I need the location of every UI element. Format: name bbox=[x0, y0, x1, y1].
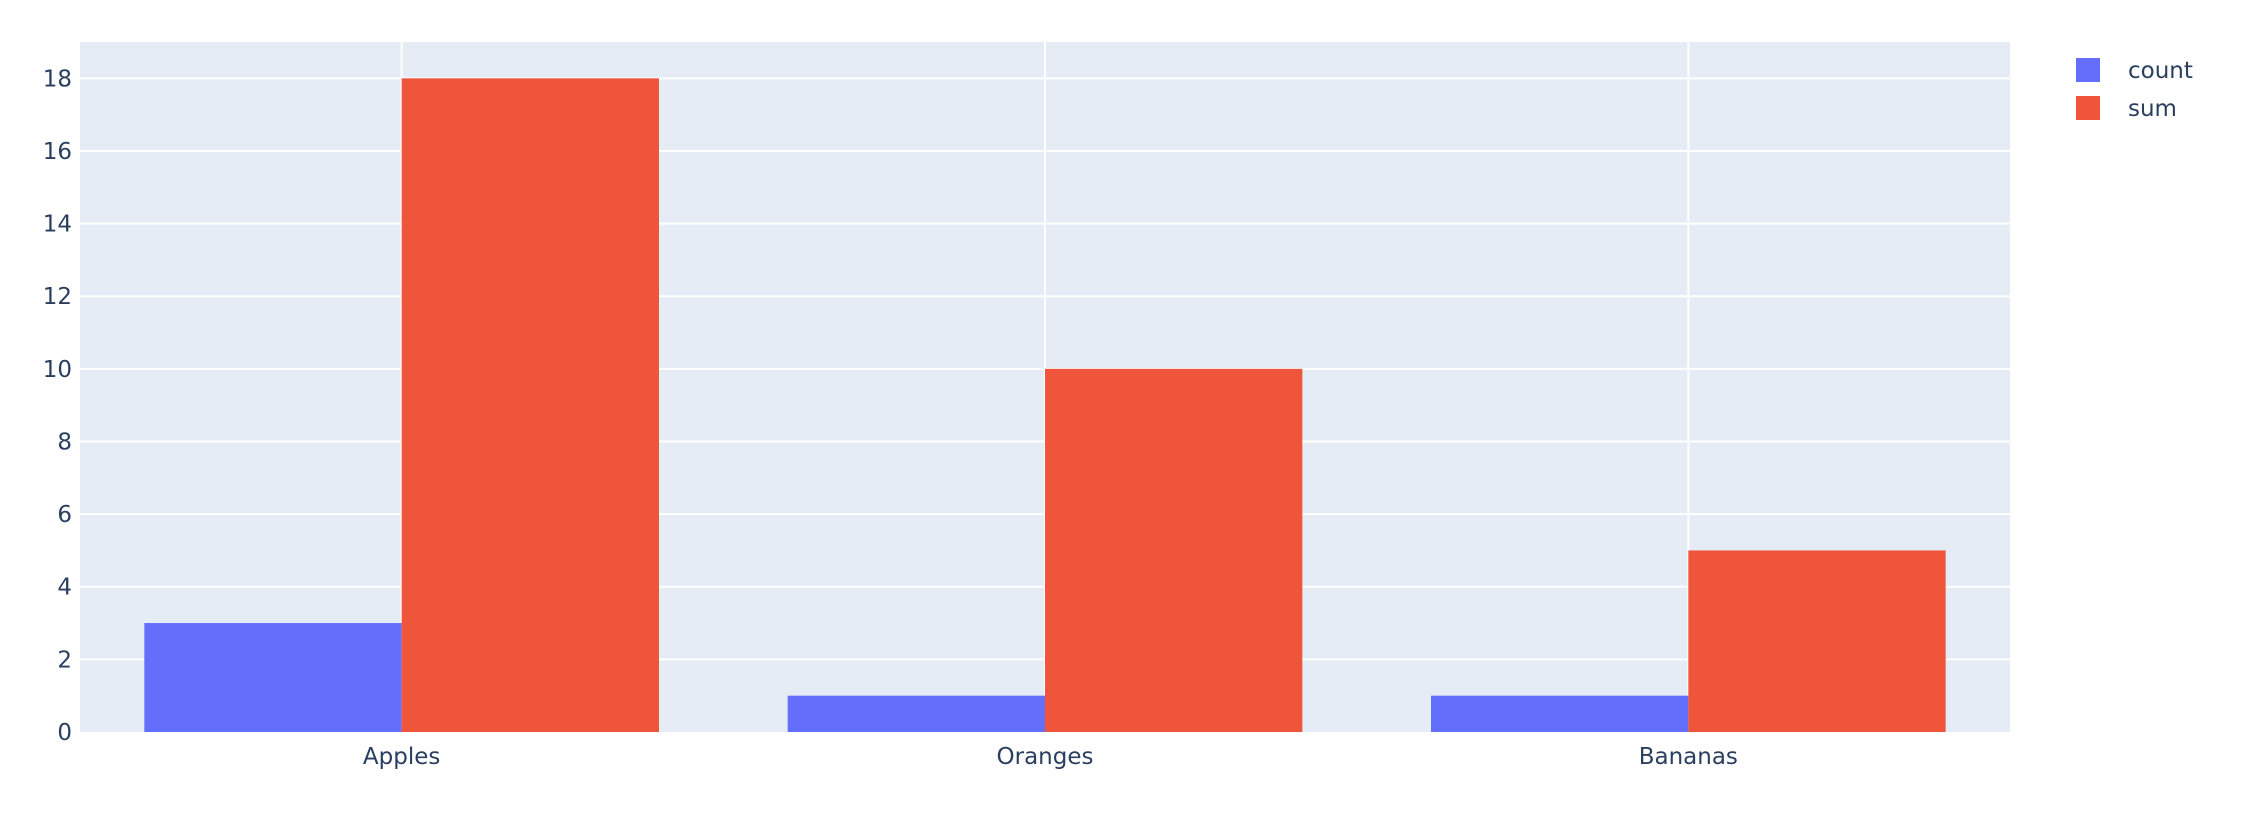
x-tick-label: Bananas bbox=[1639, 744, 1738, 770]
y-tick-label: 12 bbox=[43, 284, 72, 310]
y-tick-label: 18 bbox=[43, 66, 72, 92]
legend-swatch bbox=[2076, 96, 2100, 120]
bar-sum-apples[interactable] bbox=[401, 78, 659, 732]
y-axis-ticks: 0 2 4 6 8 10 12 14 16 18 bbox=[43, 66, 72, 746]
bar-count-bananas[interactable] bbox=[1431, 695, 1689, 732]
y-tick-label: 4 bbox=[57, 575, 72, 601]
bar-count-oranges[interactable] bbox=[787, 695, 1045, 732]
y-tick-label: 2 bbox=[57, 647, 72, 673]
x-tick-label: Apples bbox=[363, 744, 440, 770]
legend[interactable]: count sum bbox=[2076, 58, 2193, 122]
y-tick-label: 6 bbox=[57, 502, 72, 528]
x-axis-ticks: Apples Oranges Bananas bbox=[363, 744, 1738, 770]
y-tick-label: 8 bbox=[57, 429, 72, 455]
y-tick-label: 14 bbox=[43, 212, 72, 238]
legend-item-count[interactable]: count bbox=[2076, 58, 2193, 84]
y-tick-label: 16 bbox=[43, 139, 72, 165]
bar-sum-oranges[interactable] bbox=[1045, 368, 1303, 732]
legend-item-sum[interactable]: sum bbox=[2076, 96, 2177, 122]
legend-label: sum bbox=[2128, 96, 2177, 122]
y-tick-label: 10 bbox=[43, 357, 72, 383]
legend-swatch bbox=[2076, 58, 2100, 82]
bar-count-apples[interactable] bbox=[144, 623, 402, 732]
x-tick-label: Oranges bbox=[997, 744, 1094, 770]
bars bbox=[144, 78, 1946, 732]
y-tick-label: 0 bbox=[57, 720, 72, 746]
bar-sum-bananas[interactable] bbox=[1688, 550, 1946, 732]
legend-label: count bbox=[2128, 58, 2193, 84]
